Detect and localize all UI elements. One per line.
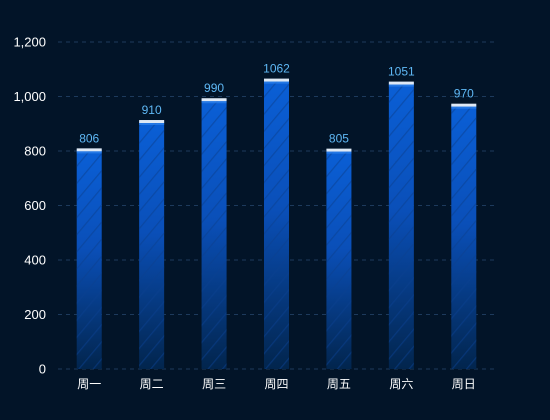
bar-hatch [139, 121, 165, 370]
x-tick-label: 周二 [140, 377, 164, 391]
bar-group: 910 [139, 103, 165, 370]
y-tick-label: 1,200 [13, 35, 46, 50]
data-label: 1062 [263, 62, 290, 76]
bar-hatch [326, 149, 352, 369]
y-tick-label: 200 [24, 307, 46, 322]
bar-cap [451, 103, 477, 107]
bar-cap [388, 81, 414, 85]
bar-group: 970 [451, 87, 477, 370]
y-tick-label: 600 [24, 198, 46, 213]
data-label: 910 [142, 103, 162, 117]
data-label: 990 [204, 81, 224, 95]
x-tick-label: 周日 [452, 377, 476, 391]
bar-group: 806 [76, 131, 102, 369]
x-tick-label: 周四 [264, 377, 288, 391]
bar-group: 1062 [263, 62, 290, 369]
y-tick-label: 400 [24, 253, 46, 268]
y-tick-label: 1,000 [13, 89, 46, 104]
data-label: 970 [454, 87, 474, 101]
bar-cap [264, 78, 289, 82]
bar-cap-shadow [201, 101, 227, 104]
y-tick-label: 0 [39, 362, 46, 377]
bar-hatch [388, 82, 414, 369]
bar-cap [201, 98, 227, 102]
x-tick-label: 周一 [77, 377, 101, 391]
x-tick-label: 周六 [389, 377, 413, 391]
bar-hatch [76, 149, 102, 369]
bar-cap-shadow [139, 123, 165, 126]
bar-cap-shadow [76, 151, 102, 154]
x-axis: 周一 周二 周三 周四 周五 周六 周日 [77, 377, 476, 391]
bar-cap-shadow [451, 106, 477, 109]
bar-group: 1051 [388, 65, 415, 369]
x-tick-label: 周五 [327, 377, 351, 391]
bar-cap-shadow [326, 151, 352, 154]
bar-hatch [264, 79, 289, 369]
bars: 806 910 990 1062 805 1051 970 [76, 62, 477, 370]
bar-group: 805 [326, 132, 352, 369]
bar-group: 990 [201, 81, 227, 369]
bar-cap [326, 148, 352, 152]
y-tick-label: 800 [24, 144, 46, 159]
bar-cap [76, 148, 102, 152]
y-axis: 0 200 400 600 800 1,000 1,200 [13, 35, 46, 377]
bar-hatch [451, 104, 477, 370]
data-label: 1051 [388, 65, 415, 79]
data-label: 806 [79, 131, 99, 145]
data-label: 805 [329, 132, 349, 146]
bar-cap [139, 120, 165, 124]
x-tick-label: 周三 [202, 377, 226, 391]
bar-hatch [201, 99, 227, 369]
bar-cap-shadow [388, 84, 414, 87]
bar-cap-shadow [264, 81, 289, 84]
